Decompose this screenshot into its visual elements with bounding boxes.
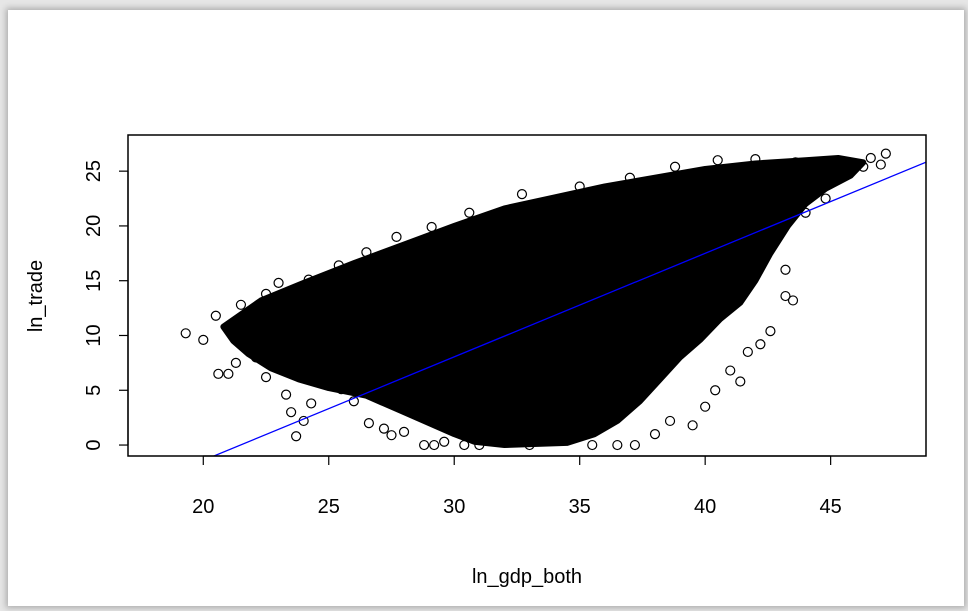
data-point bbox=[780, 264, 791, 275]
data-point bbox=[787, 295, 799, 306]
data-point bbox=[687, 420, 698, 431]
dense-point-cloud bbox=[220, 155, 867, 449]
data-point bbox=[612, 439, 623, 451]
data-point bbox=[180, 328, 191, 339]
data-point bbox=[629, 439, 641, 451]
x-tick-label: 40 bbox=[694, 496, 716, 518]
y-axis-label: ln_trade bbox=[25, 260, 47, 332]
data-point bbox=[624, 172, 635, 183]
data-point bbox=[391, 231, 402, 242]
data-point bbox=[429, 439, 440, 451]
data-point bbox=[419, 439, 430, 451]
data-point bbox=[649, 428, 661, 440]
data-point bbox=[865, 152, 876, 164]
data-point bbox=[250, 352, 262, 363]
y-tick-label: 20 bbox=[83, 215, 105, 237]
x-axis: 20 25 30 35 40 45 bbox=[192, 455, 842, 518]
data-point bbox=[230, 357, 242, 368]
scatter-points bbox=[180, 148, 891, 451]
x-tick-label: 30 bbox=[443, 496, 465, 518]
data-point bbox=[223, 368, 234, 379]
data-point bbox=[240, 308, 252, 319]
data-point bbox=[198, 334, 209, 345]
data-point bbox=[742, 346, 753, 358]
x-axis-label: ln_gdp_both bbox=[472, 566, 582, 588]
data-point bbox=[303, 274, 314, 285]
data-point bbox=[210, 310, 221, 321]
dense-region bbox=[220, 155, 867, 449]
data-point bbox=[213, 368, 224, 379]
data-point bbox=[664, 415, 676, 427]
data-point bbox=[725, 365, 736, 376]
data-point bbox=[750, 154, 761, 165]
data-point bbox=[386, 430, 397, 441]
y-tick-label: 0 bbox=[83, 439, 105, 450]
y-tick-label: 5 bbox=[83, 385, 105, 396]
data-point bbox=[361, 247, 372, 258]
data-point bbox=[858, 161, 869, 172]
data-point bbox=[260, 372, 272, 383]
data-point bbox=[378, 423, 390, 434]
data-point bbox=[840, 168, 851, 179]
data-point bbox=[700, 401, 711, 412]
data-point bbox=[235, 299, 247, 310]
data-point bbox=[712, 155, 723, 166]
data-point bbox=[336, 384, 347, 395]
y-axis: 0 5 10 15 20 25 bbox=[83, 160, 129, 451]
data-point bbox=[260, 288, 272, 299]
data-point bbox=[765, 326, 776, 337]
data-point bbox=[333, 260, 344, 271]
x-tick-label: 20 bbox=[192, 496, 214, 518]
data-point bbox=[710, 385, 721, 396]
regression-line bbox=[212, 161, 926, 456]
data-point bbox=[459, 439, 470, 451]
data-point bbox=[524, 439, 535, 451]
data-point bbox=[306, 398, 317, 409]
y-tick-label: 15 bbox=[83, 270, 105, 292]
data-point bbox=[474, 439, 485, 451]
data-point bbox=[280, 389, 292, 400]
data-point bbox=[875, 159, 886, 170]
x-tick-label: 25 bbox=[318, 496, 340, 518]
x-tick-label: 45 bbox=[820, 496, 842, 518]
data-point bbox=[669, 161, 681, 172]
data-point bbox=[780, 290, 791, 302]
data-point bbox=[439, 436, 450, 447]
regression-line-group bbox=[212, 161, 926, 456]
data-point bbox=[398, 426, 410, 437]
data-point bbox=[880, 148, 891, 159]
data-point bbox=[574, 181, 585, 192]
data-point bbox=[426, 221, 437, 233]
x-tick-label: 35 bbox=[569, 496, 591, 518]
data-point bbox=[790, 157, 801, 168]
data-point bbox=[348, 396, 359, 407]
data-point bbox=[273, 277, 284, 289]
y-tick-label: 25 bbox=[83, 160, 105, 182]
data-point bbox=[755, 339, 766, 350]
data-point bbox=[291, 431, 302, 442]
data-point bbox=[464, 207, 475, 218]
data-point bbox=[286, 407, 297, 418]
y-tick-label: 10 bbox=[83, 324, 105, 346]
data-point bbox=[800, 207, 811, 218]
data-point bbox=[735, 376, 746, 387]
data-point bbox=[516, 189, 528, 200]
data-point bbox=[363, 418, 375, 429]
data-point bbox=[587, 439, 598, 451]
